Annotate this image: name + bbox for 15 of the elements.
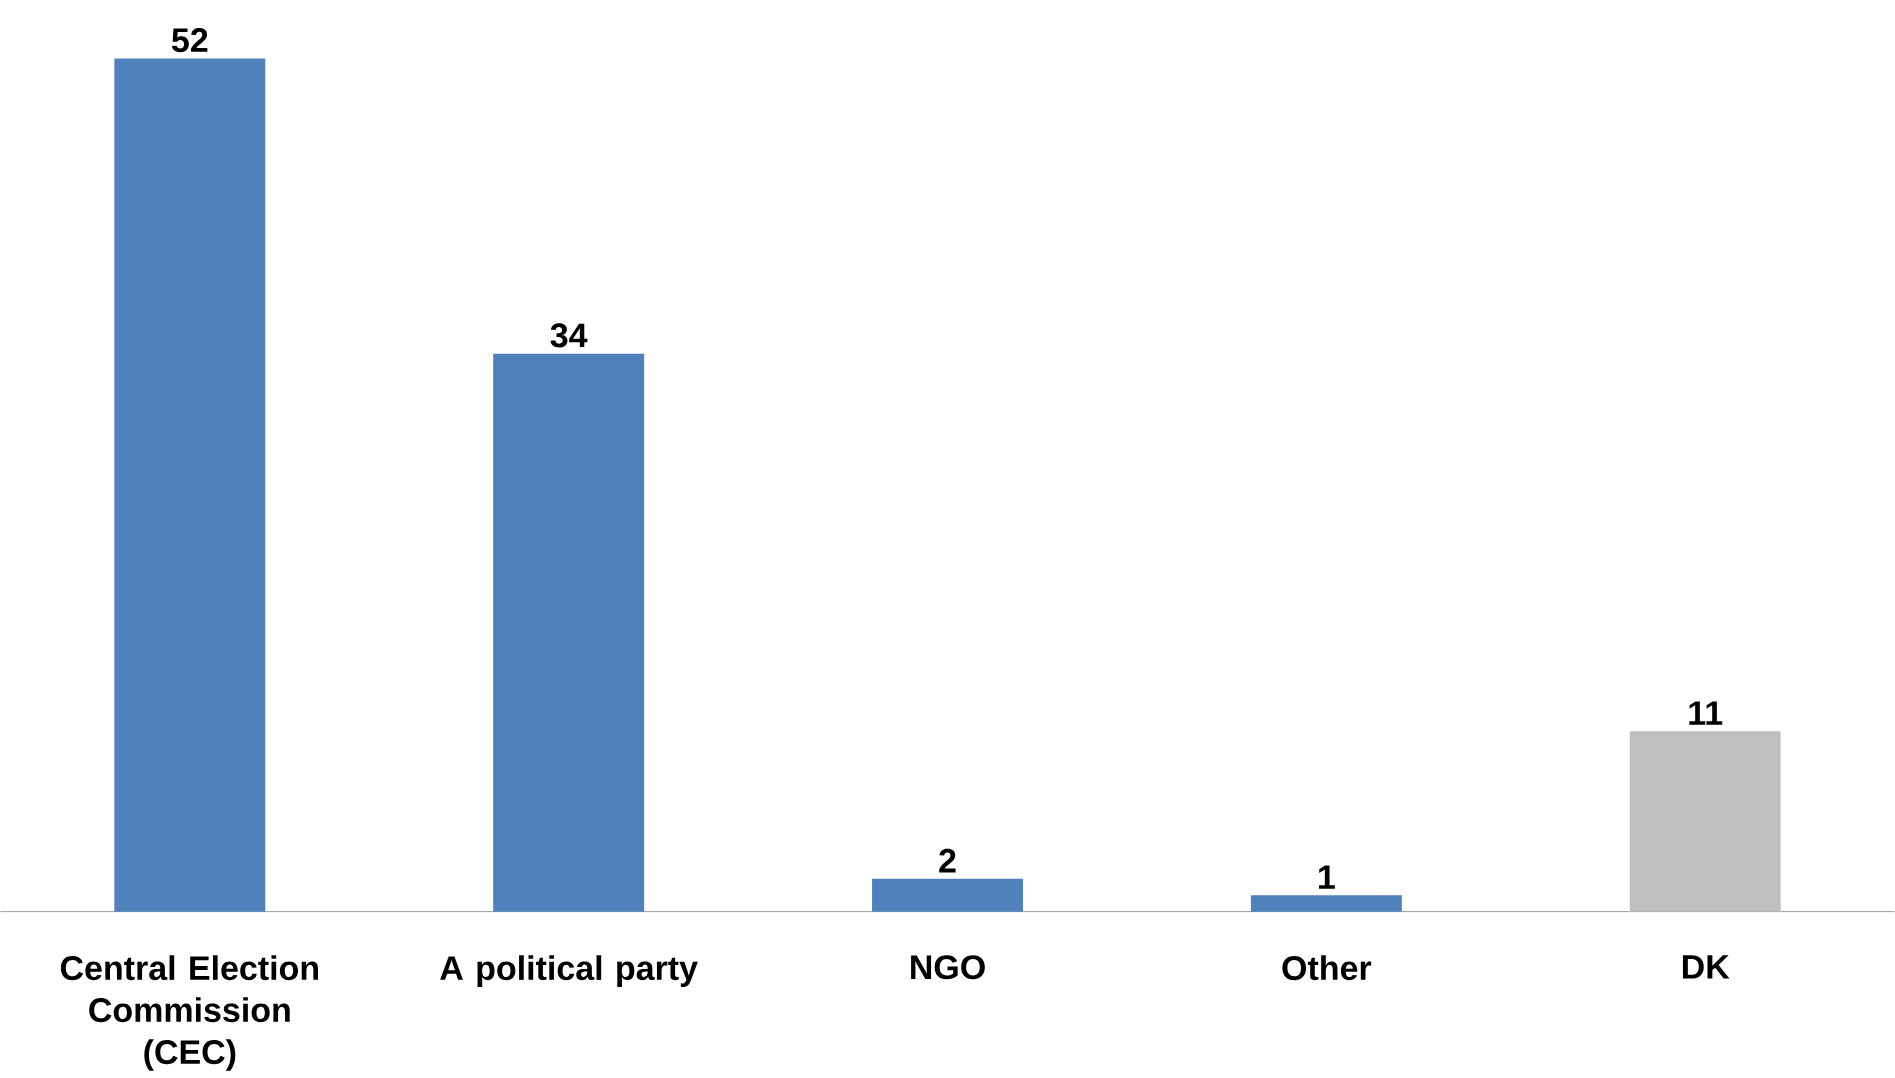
x-tick-label: Other	[1282, 955, 1372, 981]
data-label: 11	[1689, 701, 1723, 726]
data-label: 34	[550, 323, 588, 348]
data-label: 1	[1319, 865, 1335, 890]
bar	[872, 879, 1023, 912]
bar	[1629, 731, 1781, 912]
data-label: 2	[939, 848, 956, 873]
x-tick-label: NGO	[911, 955, 985, 980]
data-label: 52	[171, 28, 208, 53]
x-tick-label: DK	[1682, 955, 1730, 979]
bar	[493, 354, 645, 912]
bar	[114, 58, 266, 912]
x-tick-label: Central Election Commission (CEC)	[60, 955, 319, 1072]
x-tick-label: A political party	[440, 955, 698, 988]
bar	[1250, 895, 1402, 912]
